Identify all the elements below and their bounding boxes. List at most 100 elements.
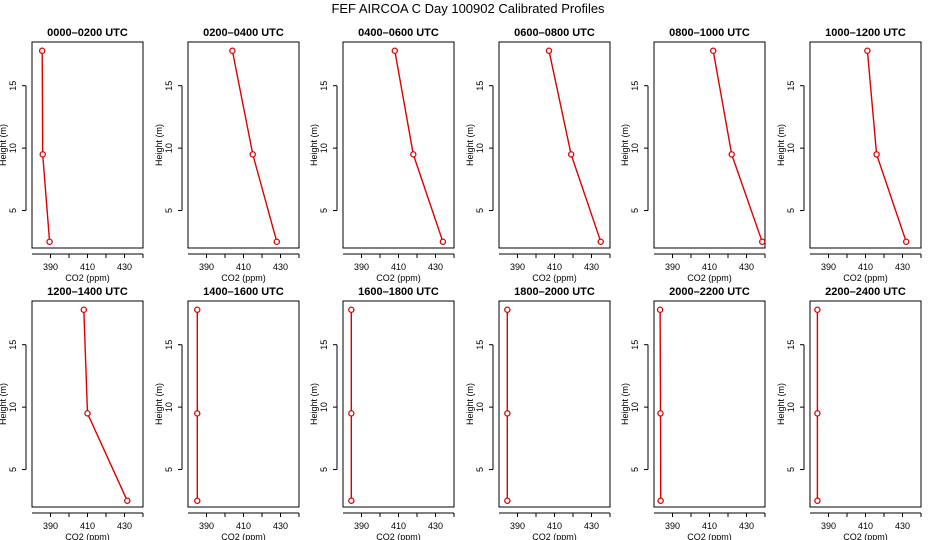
- panel-9-title: 1600–1800 UTC: [358, 286, 439, 298]
- panel-8-x-tick-label: 390: [199, 521, 214, 531]
- panel-8-y-tick-label: 10: [164, 402, 174, 412]
- panel-7-y-tick-label: 5: [8, 467, 18, 472]
- panel-12-x-tick-label: 430: [895, 521, 910, 531]
- panel-10-y-tick-label: 15: [475, 340, 485, 350]
- panel-4-x-tick-label: 410: [547, 262, 562, 272]
- panel-7-x-tick-label: 390: [43, 521, 58, 531]
- panel-9-x-tick-label: 430: [428, 521, 443, 531]
- panel-10-plot-frame: [498, 300, 611, 508]
- panel-3-x-tick-label: 430: [428, 262, 443, 272]
- panel-8-data-point: [193, 497, 201, 505]
- panel-2-x-tick-label: 390: [199, 262, 214, 272]
- panel-11-x-tick-label: 390: [665, 521, 680, 531]
- panel-3-data-point: [439, 238, 447, 246]
- panel-8-x-tick-label: 410: [236, 521, 251, 531]
- panel-9-x-tick-label: 410: [391, 521, 406, 531]
- panel-2-data-point: [249, 151, 256, 158]
- panel-11-x-tick-label: 430: [739, 521, 754, 531]
- panel-4-y-tick-label: 10: [475, 143, 485, 153]
- panel-1-y-tick-label: 5: [8, 208, 18, 213]
- panel-7-data-point: [84, 410, 91, 417]
- panel-2-data-point: [273, 238, 281, 246]
- panel-12-y-tick-label: 10: [786, 402, 796, 412]
- panel-6-x-tick-label: 430: [895, 262, 910, 272]
- panel-5-x-tick-label: 390: [665, 262, 680, 272]
- panel-10-x-tick-label: 390: [510, 521, 525, 531]
- panel-3-y-tick-label: 5: [319, 208, 329, 213]
- panel-6-data-point: [873, 151, 880, 158]
- panel-7-y-tick-label: 10: [8, 402, 18, 412]
- panel-6-series-line: [866, 50, 907, 243]
- panel-5-x-axis-label: CO2 (ppm): [687, 273, 732, 283]
- panel-6-x-axis-label: CO2 (ppm): [843, 273, 888, 283]
- panel-9-data-point: [348, 306, 355, 313]
- panel-8-title: 1400–1600 UTC: [203, 286, 284, 298]
- panel-2-plot-frame: [187, 41, 300, 249]
- panel-2-y-tick-label: 10: [164, 143, 174, 153]
- panel-11-title: 2000–2200 UTC: [669, 286, 750, 298]
- panel-8-plot-frame: [187, 300, 300, 508]
- panel-11-x-axis-label: CO2 (ppm): [687, 532, 732, 540]
- panel-6-y-tick-label: 15: [786, 81, 796, 91]
- panel-8-x-axis-label: CO2 (ppm): [221, 532, 266, 540]
- panel-5-x-tick-label: 430: [739, 262, 754, 272]
- panel-7-y-axis-label: Height (m): [0, 383, 8, 425]
- panel-5-plot-frame: [653, 41, 766, 249]
- panel-6-data-point: [864, 47, 871, 54]
- panel-2-x-axis-label: CO2 (ppm): [221, 273, 266, 283]
- panel-4-x-tick-label: 430: [584, 262, 599, 272]
- panel-1-data-point: [46, 238, 53, 246]
- panel-12-y-tick-label: 5: [786, 467, 796, 472]
- panel-10-title: 1800–2000 UTC: [514, 286, 595, 298]
- panel-8-y-tick-label: 5: [164, 467, 174, 472]
- panel-10-y-tick-label: 5: [475, 467, 485, 472]
- panel-10-y-axis-label: Height (m): [465, 383, 475, 425]
- panel-6-y-axis-label: Height (m): [776, 124, 786, 166]
- panel-4-y-tick-label: 15: [475, 81, 485, 91]
- panel-7-data-point: [80, 306, 88, 313]
- panel-2-x-tick-label: 410: [236, 262, 251, 272]
- panel-5-title: 0800–1000 UTC: [669, 27, 750, 39]
- panel-12-plot-frame: [809, 300, 922, 508]
- panel-1-x-tick-label: 390: [43, 262, 58, 272]
- panel-9-data-point: [348, 497, 355, 505]
- panel-4-plot-frame: [498, 41, 611, 249]
- panel-4-data-point: [597, 238, 605, 246]
- panel-11-y-axis-label: Height (m): [620, 383, 630, 425]
- panel-11-data-point: [657, 410, 664, 417]
- panel-11-plot-frame: [653, 300, 766, 508]
- panel-10-x-tick-label: 430: [584, 521, 599, 531]
- panel-4-data-point: [545, 47, 553, 54]
- panel-6-data-point: [902, 238, 910, 246]
- panel-3-series-line: [394, 50, 444, 243]
- panel-5-series-line: [712, 50, 763, 243]
- panel-8-y-axis-label: Height (m): [154, 383, 164, 425]
- panel-3-data-point: [410, 151, 417, 158]
- panel-9-plot-frame: [342, 300, 455, 508]
- panel-8-data-point: [193, 306, 201, 313]
- panel-7-title: 1200–1400 UTC: [47, 286, 128, 298]
- panel-4-x-tick-label: 390: [510, 262, 525, 272]
- panel-8-x-tick-label: 430: [273, 521, 288, 531]
- panel-5-y-tick-label: 5: [630, 208, 640, 213]
- panel-2-series-line: [231, 50, 278, 242]
- panel-3-x-tick-label: 390: [354, 262, 369, 272]
- panel-12-y-axis-label: Height (m): [776, 383, 786, 425]
- panel-5-data-point: [758, 238, 766, 246]
- panel-1-y-tick-label: 15: [8, 81, 18, 91]
- panel-2-y-tick-label: 15: [164, 81, 174, 91]
- panel-9-x-axis-label: CO2 (ppm): [376, 532, 421, 540]
- panel-3-data-point: [391, 47, 399, 54]
- panel-9-y-tick-label: 10: [319, 402, 329, 412]
- panel-5-data-point: [728, 151, 735, 158]
- panel-5-y-tick-label: 15: [630, 81, 640, 91]
- panel-1-plot-frame: [31, 41, 144, 249]
- panel-4-y-tick-label: 5: [475, 208, 485, 213]
- panel-4-x-axis-label: CO2 (ppm): [532, 273, 577, 283]
- panel-12-y-tick-label: 15: [786, 340, 796, 350]
- panel-3-y-tick-label: 15: [319, 81, 329, 91]
- panel-12-data-point: [814, 497, 821, 505]
- panel-7-series-line: [83, 309, 128, 502]
- panel-8-data-point: [193, 410, 201, 417]
